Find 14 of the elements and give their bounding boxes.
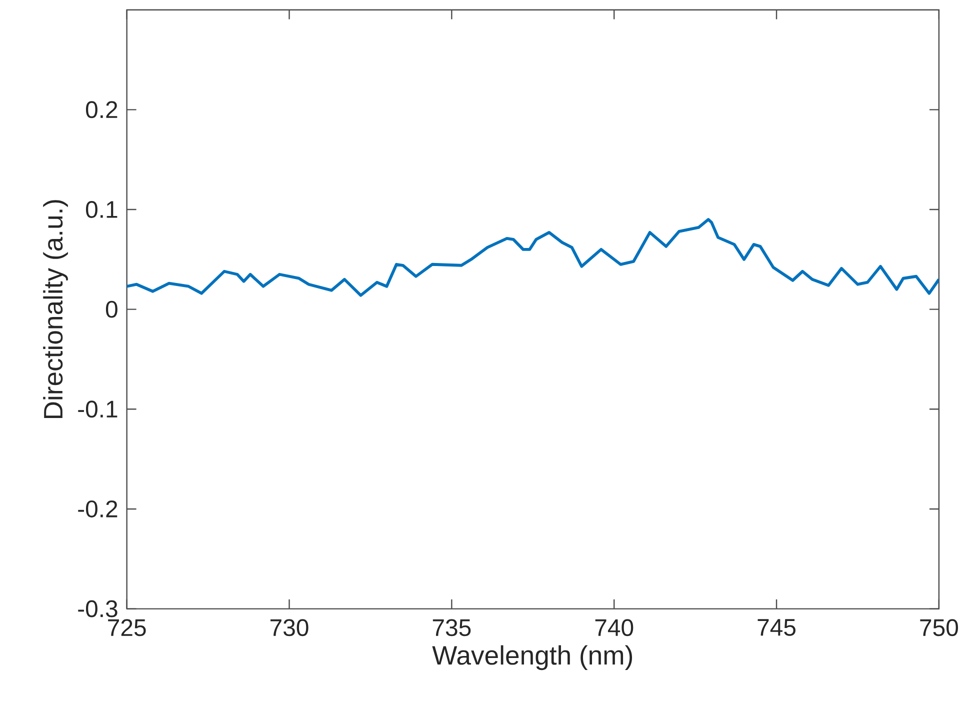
y-tick-label: 0.2: [86, 101, 118, 118]
y-tick-label: -0.1: [78, 400, 118, 418]
x-axis-title: Wavelength (nm): [432, 645, 632, 670]
y-axis-title: Directionality (a.u.): [43, 200, 68, 418]
x-tick-label: 725: [108, 619, 146, 636]
x-tick-label: 740: [595, 619, 634, 636]
x-tick-label: 745: [758, 619, 796, 636]
y-tick-label: 0.1: [86, 201, 118, 218]
x-tick-label: 750: [920, 619, 958, 636]
y-tick-label: -0.3: [78, 600, 118, 618]
x-tick-label: 735: [432, 619, 471, 636]
y-tick-label: 0: [106, 300, 118, 318]
y-tick-label: -0.2: [78, 500, 118, 518]
x-tick-label: 730: [270, 619, 308, 636]
